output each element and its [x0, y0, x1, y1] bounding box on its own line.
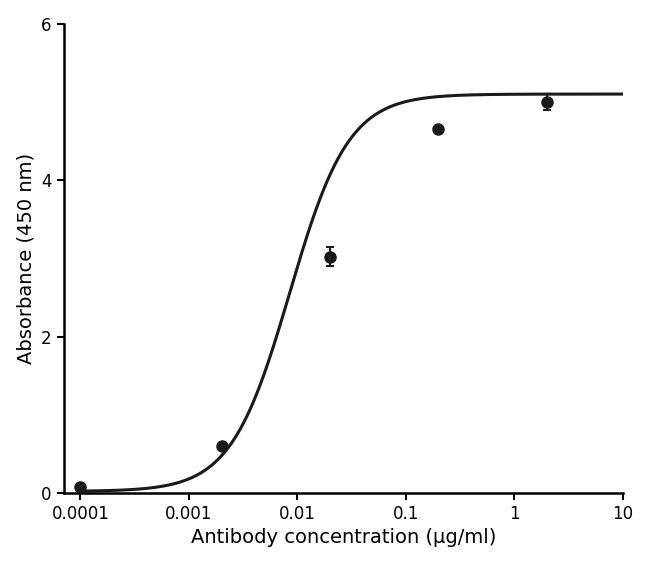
X-axis label: Antibody concentration (μg/ml): Antibody concentration (μg/ml) [190, 528, 496, 547]
Y-axis label: Absorbance (450 nm): Absorbance (450 nm) [17, 153, 36, 364]
